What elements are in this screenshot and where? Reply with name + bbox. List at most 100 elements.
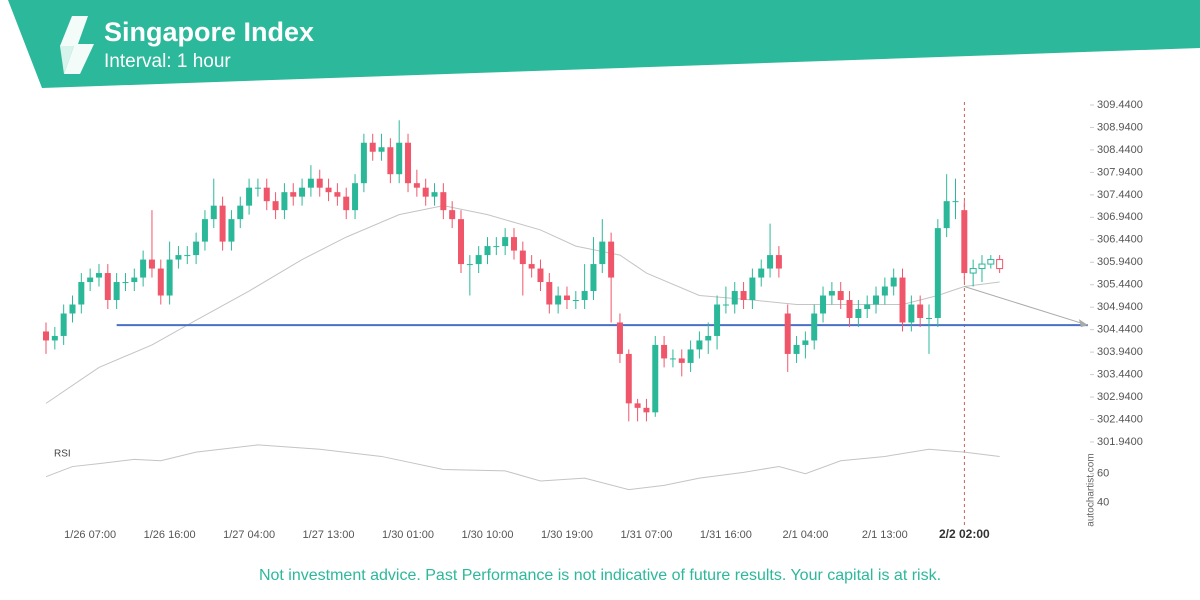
candle-body: [855, 308, 862, 318]
candle-body: [846, 300, 853, 318]
candle-body: [926, 317, 932, 319]
candle-body: [387, 147, 394, 175]
x-tick-label: 1/30 01:00: [382, 529, 434, 541]
y-tick-label: 305.9400: [1097, 256, 1143, 268]
candle-body: [263, 187, 270, 202]
candle-body: [555, 295, 562, 305]
candle-body: [113, 282, 120, 301]
candle-body: [219, 205, 226, 242]
candle-body: [758, 268, 765, 278]
candle-body: [696, 340, 703, 350]
candle-body: [899, 277, 906, 323]
candle-body: [299, 187, 306, 197]
candle-body: [237, 205, 244, 220]
candle-body: [78, 282, 85, 305]
candle-body: [210, 205, 217, 220]
x-tick-label: 1/31 07:00: [620, 529, 672, 541]
candle-body: [687, 349, 694, 363]
candle-body: [343, 196, 350, 211]
candle-body: [581, 291, 588, 301]
candle-body: [458, 219, 465, 265]
candle-body: [493, 246, 500, 248]
candle-body: [484, 246, 491, 256]
candle-body: [908, 304, 915, 323]
candle-body: [767, 255, 774, 269]
candle-body: [166, 259, 173, 296]
candle-body: [634, 403, 641, 408]
rsi-tick-label: 40: [1097, 497, 1109, 509]
subtitle: Interval: 1 hour: [104, 51, 231, 72]
candle-body: [157, 268, 164, 296]
candle-body: [307, 178, 314, 188]
candle-body: [705, 335, 712, 341]
candle-body: [775, 255, 782, 269]
y-tick-label: 301.9400: [1097, 436, 1143, 448]
candle-body: [811, 313, 818, 341]
x-tick-label: 2/2 02:00: [939, 527, 990, 541]
candle-body: [978, 263, 986, 270]
watermark: autochartist.com: [1086, 453, 1097, 526]
candle-body: [502, 237, 509, 247]
candle-body: [731, 291, 738, 305]
y-tick-label: 308.9400: [1097, 121, 1143, 133]
candle-body: [943, 201, 950, 229]
candle-body: [413, 183, 420, 188]
candle-body: [104, 273, 111, 301]
candle-body: [449, 210, 456, 220]
candle-body: [961, 210, 968, 274]
rsi-label: RSI: [54, 449, 71, 460]
candle-body: [652, 344, 659, 413]
candle-body: [714, 304, 721, 336]
x-tick-label: 2/1 04:00: [782, 529, 828, 541]
candle-body: [440, 192, 447, 211]
y-tick-label: 309.4400: [1097, 99, 1143, 111]
y-tick-label: 307.9400: [1097, 166, 1143, 178]
moving-average: [45, 205, 1000, 404]
candle-body: [369, 142, 376, 152]
candle-body: [60, 313, 67, 336]
y-tick-label: 305.4400: [1097, 279, 1143, 291]
candle-body: [749, 277, 756, 301]
y-tick-label: 306.4400: [1097, 234, 1143, 246]
candle-body: [572, 300, 579, 302]
candle-body: [272, 201, 279, 211]
y-tick-label: 308.4400: [1097, 144, 1143, 156]
candle-body: [246, 187, 253, 206]
candle-body: [122, 282, 129, 284]
y-tick-label: 304.4400: [1097, 324, 1143, 336]
x-tick-label: 1/31 16:00: [700, 529, 752, 541]
candle-body: [828, 291, 835, 296]
y-tick-label: 306.9400: [1097, 211, 1143, 223]
candle-body: [316, 178, 323, 188]
candle-body: [360, 142, 367, 184]
x-tick-label: 1/27 13:00: [303, 529, 355, 541]
rsi-line: [45, 444, 1000, 491]
candle-body: [148, 259, 155, 269]
candle-body: [837, 291, 844, 301]
candle-body: [193, 241, 200, 256]
header-band: [8, 0, 1200, 88]
candle-body: [281, 192, 288, 211]
candle-body: [987, 259, 995, 265]
candle-body: [864, 304, 871, 309]
candle-body: [140, 259, 147, 278]
x-tick-label: 1/30 10:00: [462, 529, 514, 541]
x-tick-label: 1/27 04:00: [223, 529, 275, 541]
candle-body: [201, 219, 208, 242]
candle-body: [87, 277, 94, 283]
x-tick-label: 2/1 13:00: [862, 529, 908, 541]
candle-body: [475, 255, 482, 265]
candle-body: [528, 264, 535, 269]
y-tick-label: 302.4400: [1097, 413, 1143, 425]
title: Singapore Index: [104, 17, 314, 47]
candle-body: [969, 268, 977, 274]
candle-body: [661, 344, 668, 359]
candle-body: [51, 335, 58, 341]
candle-body: [996, 259, 1004, 270]
candle-body: [616, 322, 623, 354]
candle-body: [69, 304, 76, 314]
candle-body: [290, 192, 297, 197]
candle-body: [934, 228, 941, 318]
candle-body: [175, 255, 182, 260]
